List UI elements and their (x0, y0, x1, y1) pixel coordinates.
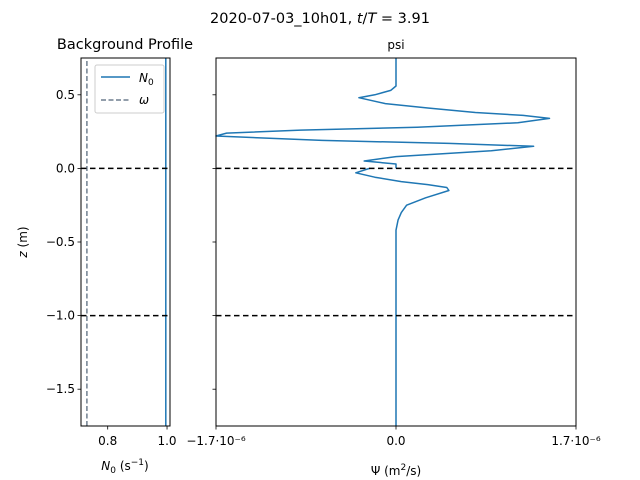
background-profile-xtick-label-0: 0.8 (98, 434, 117, 448)
background-profile-ytick-label-1: 0.0 (56, 161, 75, 175)
panel-background-profile-ylabel: z (m) (16, 226, 30, 258)
background-profile-ytick-label-3: −1.0 (46, 309, 75, 323)
panel-psi: psi −1.7·10⁻⁶ 0.0 1.7·10⁻⁶ Ψ (m2/s) (186, 38, 601, 478)
legend-frame (94, 64, 165, 114)
panel-background-profile-title: Background Profile (57, 37, 193, 53)
psi-series-0 (215, 58, 551, 169)
legend: N0 ω (94, 64, 165, 114)
background-profile-ytick-label-2: −0.5 (46, 235, 75, 249)
panel-psi-xlabel: Ψ (m2/s) (371, 463, 421, 478)
background-profile-ytick-label-0: 0.5 (56, 88, 75, 102)
figure-suptitle: 2020-07-03_10h01, t/T = 3.91 (210, 11, 430, 27)
panel-psi-title: psi (387, 38, 404, 52)
legend-label-n0: N0 (139, 71, 154, 88)
background-profile-ytick-label-4: −1.5 (46, 382, 75, 396)
psi-xtick-label-2: 1.7·10⁻⁶ (551, 434, 601, 448)
panel-background-profile: Background Profile 0.5 0.0 −0.5 −1.0 −1.5 0.8… (16, 37, 193, 476)
psi-xtick-label-0: −1.7·10⁻⁶ (186, 434, 246, 448)
panel-background-profile-xlabel: N0 (s−1) (101, 458, 148, 476)
legend-label-omega: ω (139, 93, 149, 107)
psi-xtick-label-1: 0.0 (386, 434, 405, 448)
psi-series-1 (355, 167, 450, 426)
background-profile-xtick-label-1: 1.0 (157, 434, 176, 448)
